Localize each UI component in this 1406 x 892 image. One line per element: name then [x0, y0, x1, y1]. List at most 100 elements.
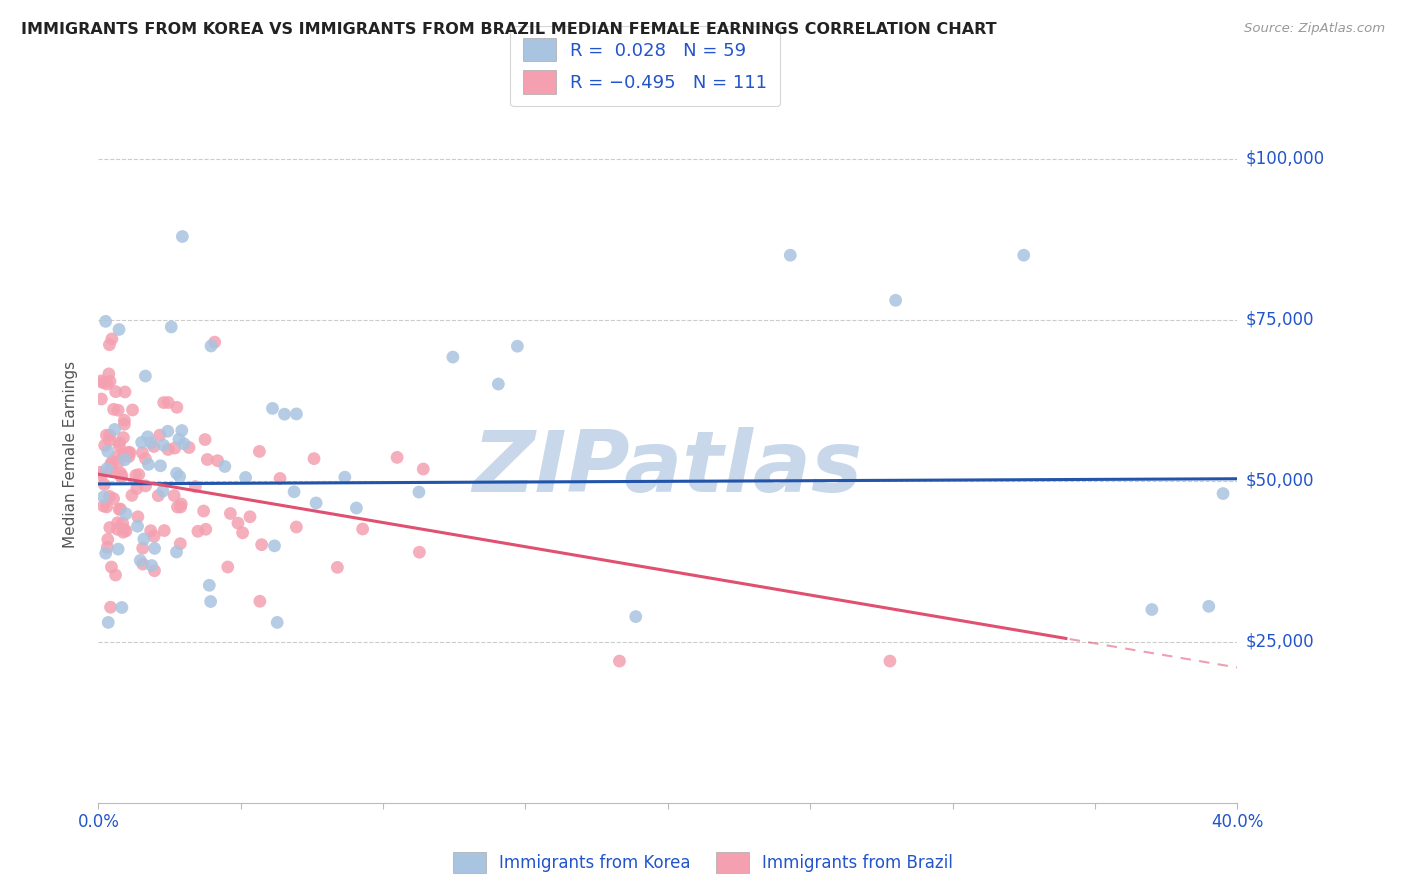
- Point: [115, 507, 138, 521]
- Point: [107, 522, 129, 536]
- Point: [163, 441, 186, 455]
- Point: [96, 500, 118, 514]
- Point: [104, 422, 127, 436]
- Point: [333, 470, 356, 484]
- Point: [302, 451, 325, 466]
- Point: [152, 484, 174, 499]
- Point: [169, 500, 191, 514]
- Point: [344, 500, 367, 515]
- Point: [441, 350, 464, 364]
- Point: [112, 431, 135, 445]
- Point: [214, 459, 236, 474]
- Point: [128, 467, 150, 482]
- Point: [139, 524, 162, 538]
- Point: [166, 467, 188, 481]
- Point: [108, 438, 131, 452]
- Point: [125, 482, 148, 496]
- Point: [195, 452, 218, 467]
- Point: [232, 525, 254, 540]
- Point: [262, 401, 284, 416]
- Point: [125, 468, 148, 483]
- Point: [121, 488, 143, 502]
- Point: [108, 502, 131, 516]
- Point: [96, 541, 118, 555]
- Point: [148, 489, 170, 503]
- Point: [326, 560, 349, 574]
- Point: [97, 444, 120, 458]
- Point: [98, 375, 121, 389]
- Point: [1140, 602, 1163, 616]
- Point: [134, 451, 156, 466]
- Point: [107, 542, 129, 557]
- Point: [114, 452, 136, 467]
- Point: [96, 377, 118, 392]
- Point: [142, 440, 165, 454]
- Point: [149, 458, 172, 473]
- Point: [93, 438, 115, 452]
- Point: [100, 600, 122, 615]
- Point: [163, 489, 186, 503]
- Point: [247, 444, 270, 458]
- Point: [177, 441, 200, 455]
- Point: [352, 522, 374, 536]
- Point: [132, 532, 155, 546]
- Point: [152, 438, 174, 452]
- Point: [101, 455, 124, 469]
- Point: [107, 455, 129, 469]
- Point: [97, 367, 120, 381]
- Point: [166, 500, 188, 514]
- Point: [187, 524, 209, 539]
- Point: [200, 339, 222, 353]
- Point: [305, 496, 328, 510]
- Point: [204, 335, 226, 350]
- Point: [118, 450, 141, 464]
- Point: [249, 594, 271, 608]
- Point: [1212, 486, 1234, 500]
- Point: [100, 560, 122, 574]
- Point: [103, 491, 125, 506]
- Point: [112, 522, 135, 536]
- Point: [100, 457, 122, 471]
- Point: [112, 525, 135, 540]
- Point: [235, 470, 257, 484]
- Point: [624, 609, 647, 624]
- Point: [219, 507, 242, 521]
- Point: [131, 435, 153, 450]
- Point: [121, 403, 143, 417]
- Point: [101, 461, 124, 475]
- Point: [98, 337, 121, 351]
- Point: [263, 539, 285, 553]
- Point: [97, 533, 120, 547]
- Point: [97, 615, 120, 630]
- Point: [117, 445, 139, 459]
- Point: [93, 499, 115, 513]
- Point: [98, 490, 121, 504]
- Point: [283, 484, 305, 499]
- Point: [266, 615, 288, 630]
- Point: [200, 594, 222, 608]
- Point: [96, 428, 118, 442]
- Point: [285, 407, 308, 421]
- Point: [103, 402, 125, 417]
- Point: [135, 479, 157, 493]
- Point: [107, 516, 129, 530]
- Text: $75,000: $75,000: [1246, 310, 1315, 328]
- Point: [96, 462, 118, 476]
- Point: [156, 424, 179, 438]
- Point: [90, 468, 112, 483]
- Point: [385, 450, 408, 465]
- Text: ZIPatlas: ZIPatlas: [472, 427, 863, 510]
- Point: [111, 600, 134, 615]
- Point: [269, 471, 291, 485]
- Point: [285, 520, 308, 534]
- Point: [207, 453, 229, 467]
- Point: [143, 541, 166, 556]
- Point: [131, 541, 153, 556]
- Point: [110, 466, 132, 480]
- Point: [112, 447, 135, 461]
- Point: [169, 469, 191, 483]
- Point: [131, 446, 153, 460]
- Point: [100, 463, 122, 477]
- Point: [104, 384, 127, 399]
- Point: [408, 545, 430, 559]
